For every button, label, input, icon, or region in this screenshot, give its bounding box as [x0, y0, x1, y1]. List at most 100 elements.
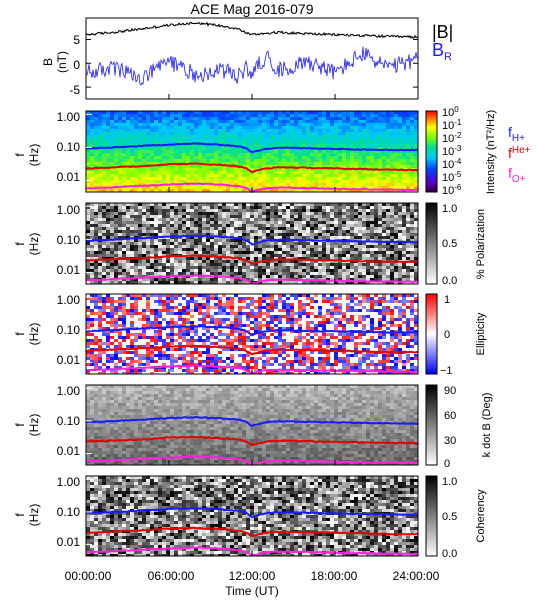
spectrogram-cell — [302, 221, 306, 224]
spectrogram-cell — [94, 153, 98, 156]
spectrogram-cell — [94, 189, 98, 192]
spectrogram-cell — [122, 303, 126, 306]
spectrogram-cell — [90, 272, 94, 275]
spectrogram-cell — [198, 114, 202, 117]
spectrogram-cell — [394, 215, 398, 218]
spectrogram-cell — [170, 269, 174, 272]
spectrogram-cell — [282, 171, 286, 174]
spectrogram-cell — [266, 138, 270, 141]
spectrogram-cell — [214, 132, 218, 135]
spectrogram-cell — [410, 254, 414, 257]
spectrogram-cell — [266, 233, 270, 236]
spectrogram-cell — [246, 156, 250, 159]
spectrogram-cell — [206, 236, 210, 239]
spectrogram-cell — [354, 266, 358, 269]
spectrogram-cell — [222, 239, 226, 242]
spectrogram-cell — [158, 227, 162, 230]
spectrogram-cell — [326, 221, 330, 224]
spectrogram-cell — [250, 117, 254, 120]
spectrogram-cell — [294, 233, 298, 236]
spectrogram-cell — [122, 248, 126, 251]
spectrogram-cell — [386, 251, 390, 254]
spectrogram-cell — [130, 233, 134, 236]
spectrogram-cell — [262, 275, 266, 278]
spectrogram-cell — [370, 233, 374, 236]
spectrogram-cell — [298, 206, 302, 209]
spectrogram-cell — [214, 209, 218, 212]
spectrogram-cell — [322, 186, 326, 189]
spectrogram-cell — [182, 159, 186, 162]
spectrogram-cell — [250, 174, 254, 177]
spectrogram-cell — [178, 242, 182, 245]
spectrogram-cell — [214, 150, 218, 153]
spectrogram-cell — [214, 186, 218, 189]
spectrogram-cell — [146, 230, 150, 233]
spectrogram-cell — [254, 303, 258, 306]
spectrogram-cell — [386, 144, 390, 147]
spectrogram-cell — [274, 180, 278, 183]
spectrogram-cell — [254, 168, 258, 171]
spectrogram-cell — [130, 206, 134, 209]
spectrogram-cell — [410, 297, 414, 300]
spectrogram-cell — [166, 150, 170, 153]
spectrogram-cell — [410, 177, 414, 180]
spectrogram-cell — [394, 126, 398, 129]
spectrogram-cell — [310, 254, 314, 257]
spectrogram-cell — [154, 230, 158, 233]
spectrogram-cell — [194, 186, 198, 189]
spectrogram-cell — [394, 111, 398, 114]
spectrogram-cell — [262, 183, 266, 186]
spectrogram-cell — [166, 297, 170, 300]
spectrogram-cell — [338, 294, 342, 297]
spectrogram-cell — [382, 209, 386, 212]
spectrogram-cell — [278, 180, 282, 183]
spectrogram-cell — [254, 159, 258, 162]
spectrogram-cell — [142, 297, 146, 300]
spectrogram-cell — [118, 254, 122, 257]
spectrogram-cell — [390, 156, 394, 159]
spectrogram-cell — [226, 272, 230, 275]
spectrogram-cell — [334, 135, 338, 138]
spectrogram-cell — [250, 203, 254, 206]
spectrogram-cell — [98, 303, 102, 306]
spectrogram-cell — [402, 153, 406, 156]
spectrogram-cell — [94, 245, 98, 248]
spectrogram-cell — [318, 189, 322, 192]
spectrogram-cell — [118, 135, 122, 138]
spectrogram-cell — [342, 144, 346, 147]
intensity-cbar-tick-6: 10-6 — [442, 183, 462, 197]
f-he-line — [85, 254, 419, 265]
spectrogram-cell — [362, 266, 366, 269]
spectrogram-cell — [214, 224, 218, 227]
spectrogram-cell — [398, 123, 402, 126]
spectrogram-cell — [86, 206, 90, 209]
spectrogram-cell — [382, 141, 386, 144]
spectrogram-cell — [354, 203, 358, 206]
spectrogram-cell — [306, 156, 310, 159]
spectrogram-cell — [118, 233, 122, 236]
spectrogram-cell — [350, 111, 354, 114]
spectrogram-cell — [310, 132, 314, 135]
spectrogram-cell — [310, 162, 314, 165]
spectrogram-cell — [106, 189, 110, 192]
spectrogram-cell — [266, 269, 270, 272]
spectrogram-cell — [290, 159, 294, 162]
spectrogram-cell — [102, 297, 106, 300]
spectrogram-cell — [242, 159, 246, 162]
spectrogram-cell — [222, 162, 226, 165]
spectrogram-cell — [134, 233, 138, 236]
spectrogram-cell — [258, 206, 262, 209]
spectrogram-cell — [170, 245, 174, 248]
spectrogram-cell — [410, 171, 414, 174]
spectrogram-cell — [198, 278, 202, 281]
spectrogram-cell — [122, 245, 126, 248]
spectrogram-cell — [98, 111, 102, 114]
spectrogram-cell — [366, 132, 370, 135]
spectrogram-cell — [394, 221, 398, 224]
spectrogram-cell — [370, 239, 374, 242]
spectrogram-cell — [186, 132, 190, 135]
spectrogram-cell — [346, 206, 350, 209]
spectrogram-cell — [170, 300, 174, 303]
spectrogram-cell — [178, 129, 182, 132]
spectrogram-cell — [362, 248, 366, 251]
